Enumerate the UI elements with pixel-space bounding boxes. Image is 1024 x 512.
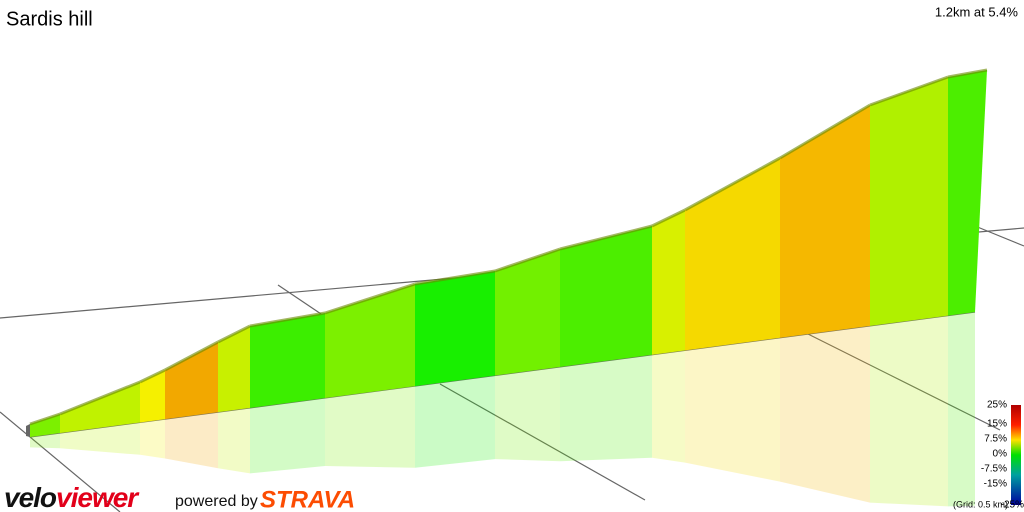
reflection-segment [948,312,975,507]
segment [780,105,870,338]
reflection-segment [652,350,685,463]
legend-label: -7.5% [981,464,1007,475]
segment [250,313,325,408]
powered-by: powered by [175,493,258,510]
reflection-segment [30,433,60,449]
segment-top [651,208,686,228]
reflection-segment [560,354,652,462]
reflection-segment [780,325,870,503]
segment-top [684,156,781,212]
segment-top [324,282,416,315]
reflection-segment [218,407,250,474]
segment-top [217,324,251,344]
segment [140,370,165,423]
segment-top [869,75,949,107]
reflection-segment [140,419,165,459]
reflection-segment [415,375,495,468]
segment [948,70,987,316]
logo-part: viewer [56,482,140,512]
segment-top [139,368,166,384]
legend-colorbar [1011,405,1021,505]
logo-part: velo [4,482,57,512]
segment-top [414,269,496,286]
legend: 25% 15% 7.5% 0% -7.5% -15% -25% [981,400,1024,511]
segment-top [947,68,988,79]
segment [652,210,685,355]
segment [218,326,250,413]
legend-label: 7.5% [984,434,1007,445]
strava-logo: STRAVA [260,486,355,512]
grid-note: (Grid: 0.5 km) [953,499,1008,509]
reflection-segment [685,337,780,482]
segment-top [29,412,61,426]
segment-end [26,424,30,437]
legend-label: 25% [987,400,1007,411]
profile-segments [26,68,988,437]
segment [165,342,218,420]
segment-top [249,311,326,328]
reflection [30,312,975,507]
title: Sardis hill [6,8,93,30]
segment-top [494,247,561,273]
reflection-segment [60,422,140,455]
segment [325,284,415,398]
reflection-segment [870,315,948,507]
logo: veloviewer [4,482,140,512]
legend-label: -25% [1001,500,1024,511]
segment-top [164,340,219,372]
segment [415,271,495,387]
reflection-segment [250,397,325,474]
segment [30,414,60,437]
segment [870,77,948,326]
segment-top [59,380,141,416]
segment-top [559,224,653,251]
segment [495,249,560,376]
reflection-segment [165,412,218,469]
segment [560,226,652,367]
summary: 1.2km at 5.4% [935,4,1019,19]
segment [60,382,140,434]
segment-top [779,103,871,160]
reflection-segment [495,366,560,462]
legend-label: 15% [987,419,1007,430]
legend-label: -15% [984,479,1007,490]
reflection-segment [325,386,415,468]
legend-label: 0% [993,449,1008,460]
segment [685,158,780,351]
